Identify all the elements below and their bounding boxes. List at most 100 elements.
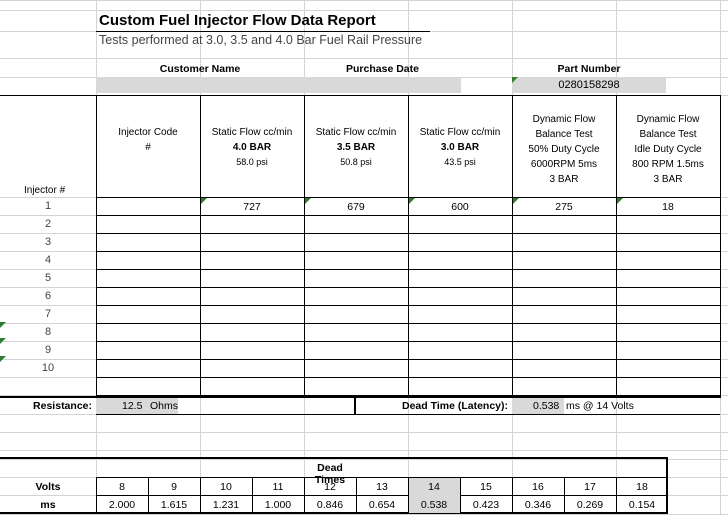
volts-cell[interactable]: 14 [428, 481, 440, 493]
column-header-line: 6000RPM 5ms [530, 159, 598, 170]
volts-cell[interactable]: 8 [119, 481, 125, 493]
resistance-value-cell[interactable] [96, 398, 178, 414]
dead-table-highlight [409, 478, 460, 513]
ms-cell[interactable]: 1.000 [264, 499, 292, 511]
row-number: 10 [41, 362, 55, 374]
purchase-date-label: Purchase Date [346, 63, 419, 75]
ms-cell[interactable]: 2.000 [108, 499, 136, 511]
ms-cell[interactable]: 1.615 [160, 499, 188, 511]
resistance-divider [354, 396, 356, 415]
volts-cell[interactable]: 15 [480, 481, 492, 493]
row-border [96, 233, 720, 234]
ms-cell[interactable]: 0.846 [316, 499, 344, 511]
table-cell[interactable]: 679 [347, 201, 365, 213]
dead-table-col-border [252, 477, 253, 513]
report-subtitle: Tests performed at 3.0, 3.5 and 4.0 Bar … [99, 33, 423, 47]
row-border [96, 269, 720, 270]
comment-marker [305, 198, 311, 204]
column-header-line: 43.5 psi [444, 157, 476, 167]
row-number: 4 [44, 254, 52, 266]
column-header: Dynamic Flow Balance Test 50% Duty Cycle 60… [512, 112, 616, 187]
volts-cell[interactable]: 13 [376, 481, 388, 493]
ms-cell[interactable]: 0.423 [472, 499, 500, 511]
deadtime-value-cell[interactable] [512, 398, 564, 414]
column-header-line: 58.0 psi [236, 157, 268, 167]
report-title: Custom Fuel Injector Flow Data Report [99, 12, 376, 29]
row-border [96, 395, 720, 396]
dead-table-col-border [304, 477, 305, 513]
comment-marker [0, 322, 6, 328]
deadtime-value: 0.538 [533, 400, 560, 412]
column-header-line: Idle Duty Cycle [634, 144, 702, 155]
column-header-line: 3 BAR [653, 174, 683, 185]
part-number-field[interactable]: 0280158298 [512, 77, 666, 93]
resistance-value: 12.5 [122, 400, 143, 412]
column-header-line: Static Flow cc/min [419, 127, 501, 138]
dead-table-right-border [666, 457, 668, 514]
volts-cell[interactable]: 12 [324, 481, 336, 493]
row-number: 9 [44, 344, 52, 356]
dead-table-col-border [460, 477, 461, 513]
volts-cell[interactable]: 17 [584, 481, 596, 493]
ms-cell[interactable]: 0.154 [628, 499, 656, 511]
dead-table-col-border [356, 477, 357, 513]
column-border [616, 95, 617, 396]
volts-label: Volts [35, 481, 61, 493]
customer-name-field[interactable] [96, 77, 304, 93]
column-header-line: # [145, 142, 151, 153]
column-header-line: 50.8 psi [340, 157, 372, 167]
dead-table-col-border [564, 477, 565, 513]
deadtime-unit: ms @ 14 Volts [566, 400, 634, 412]
column-header: Static Flow cc/min 3.5 BAR 50.8 psi [304, 125, 408, 170]
column-border [200, 95, 201, 396]
deadtime-label: Dead Time (Latency): [402, 400, 508, 412]
row-number: 6 [44, 290, 52, 302]
comment-marker [409, 198, 415, 204]
table-bottom-border [0, 396, 720, 398]
row-number: 5 [44, 272, 52, 284]
row-border [96, 251, 720, 252]
column-header: Static Flow cc/min 4.0 BAR 58.0 psi [200, 125, 304, 170]
column-border [720, 95, 721, 396]
column-header-line: Static Flow cc/min [315, 127, 397, 138]
column-header-line: 800 RPM 1.5ms [632, 159, 704, 170]
table-cell[interactable]: 727 [243, 201, 261, 213]
dead-table-col-border [512, 477, 513, 513]
resistance-unit: Ohms [150, 400, 179, 412]
table-top-border [0, 95, 720, 96]
table-cell[interactable]: 18 [662, 201, 674, 213]
ms-cell[interactable]: 1.231 [212, 499, 240, 511]
volts-cell[interactable]: 11 [272, 481, 284, 493]
row-border [96, 287, 720, 288]
volts-cell[interactable]: 16 [532, 481, 544, 493]
volts-cell[interactable]: 18 [636, 481, 648, 493]
volts-cell[interactable]: 9 [171, 481, 177, 493]
column-header: Dynamic Flow Balance Test Idle Duty Cycle 8… [616, 112, 720, 187]
column-header-line: 50% Duty Cycle [528, 144, 600, 155]
column-border [408, 95, 409, 396]
dead-table-col-border [408, 477, 409, 513]
ms-cell[interactable]: 0.269 [576, 499, 604, 511]
dead-table-title-border [96, 477, 666, 478]
dead-table-row-border [96, 495, 666, 496]
dead-table-col-border [616, 477, 617, 513]
table-cell[interactable]: 275 [555, 201, 573, 213]
volts-cell[interactable]: 10 [220, 481, 232, 493]
ms-cell[interactable]: 0.654 [368, 499, 396, 511]
row-border [96, 377, 720, 378]
ms-cell[interactable]: 0.346 [524, 499, 552, 511]
column-header-line: Dynamic Flow [532, 114, 596, 125]
purchase-date-field[interactable] [304, 77, 461, 93]
column-header: Static Flow cc/min 3.0 BAR 43.5 psi [408, 125, 512, 170]
column-header-line: 3.0 BAR [440, 142, 480, 153]
row-border [96, 341, 720, 342]
table-cell[interactable]: 600 [451, 201, 469, 213]
ms-cell[interactable]: 0.538 [420, 499, 448, 511]
column-header-line: Balance Test [639, 129, 697, 140]
column-border [512, 95, 513, 396]
column-border [96, 95, 97, 396]
comment-marker [513, 198, 519, 204]
resistance-label: Resistance: [33, 400, 92, 412]
row-border [96, 323, 720, 324]
comment-marker [0, 338, 6, 344]
